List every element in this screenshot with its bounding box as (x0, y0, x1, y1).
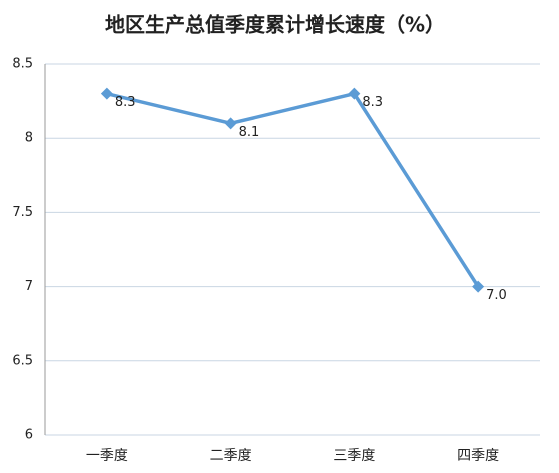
line (106, 91, 480, 288)
y-tick-label: 8 (25, 131, 33, 146)
data-label: 8.1 (239, 125, 260, 140)
x-tick-label: 二季度 (210, 448, 252, 464)
x-tick-label: 四季度 (457, 448, 499, 464)
data-label: 7.0 (486, 288, 507, 303)
y-tick-label: 6 (25, 428, 33, 443)
marker (224, 117, 237, 130)
x-tick-label: 三季度 (333, 448, 375, 464)
y-tick-label: 8.5 (12, 57, 33, 72)
data-label: 8.3 (115, 95, 136, 110)
data-label: 8.3 (362, 95, 383, 110)
y-tick-label: 6.5 (12, 353, 33, 368)
y-tick-label: 7.5 (12, 205, 33, 220)
marker (100, 87, 113, 100)
marker (472, 280, 485, 293)
x-tick-label: 一季度 (86, 448, 128, 464)
chart-title: 地区生产总值季度累计增长速度（%） (105, 13, 445, 37)
marker (348, 87, 361, 100)
y-tick-label: 7 (25, 279, 33, 294)
